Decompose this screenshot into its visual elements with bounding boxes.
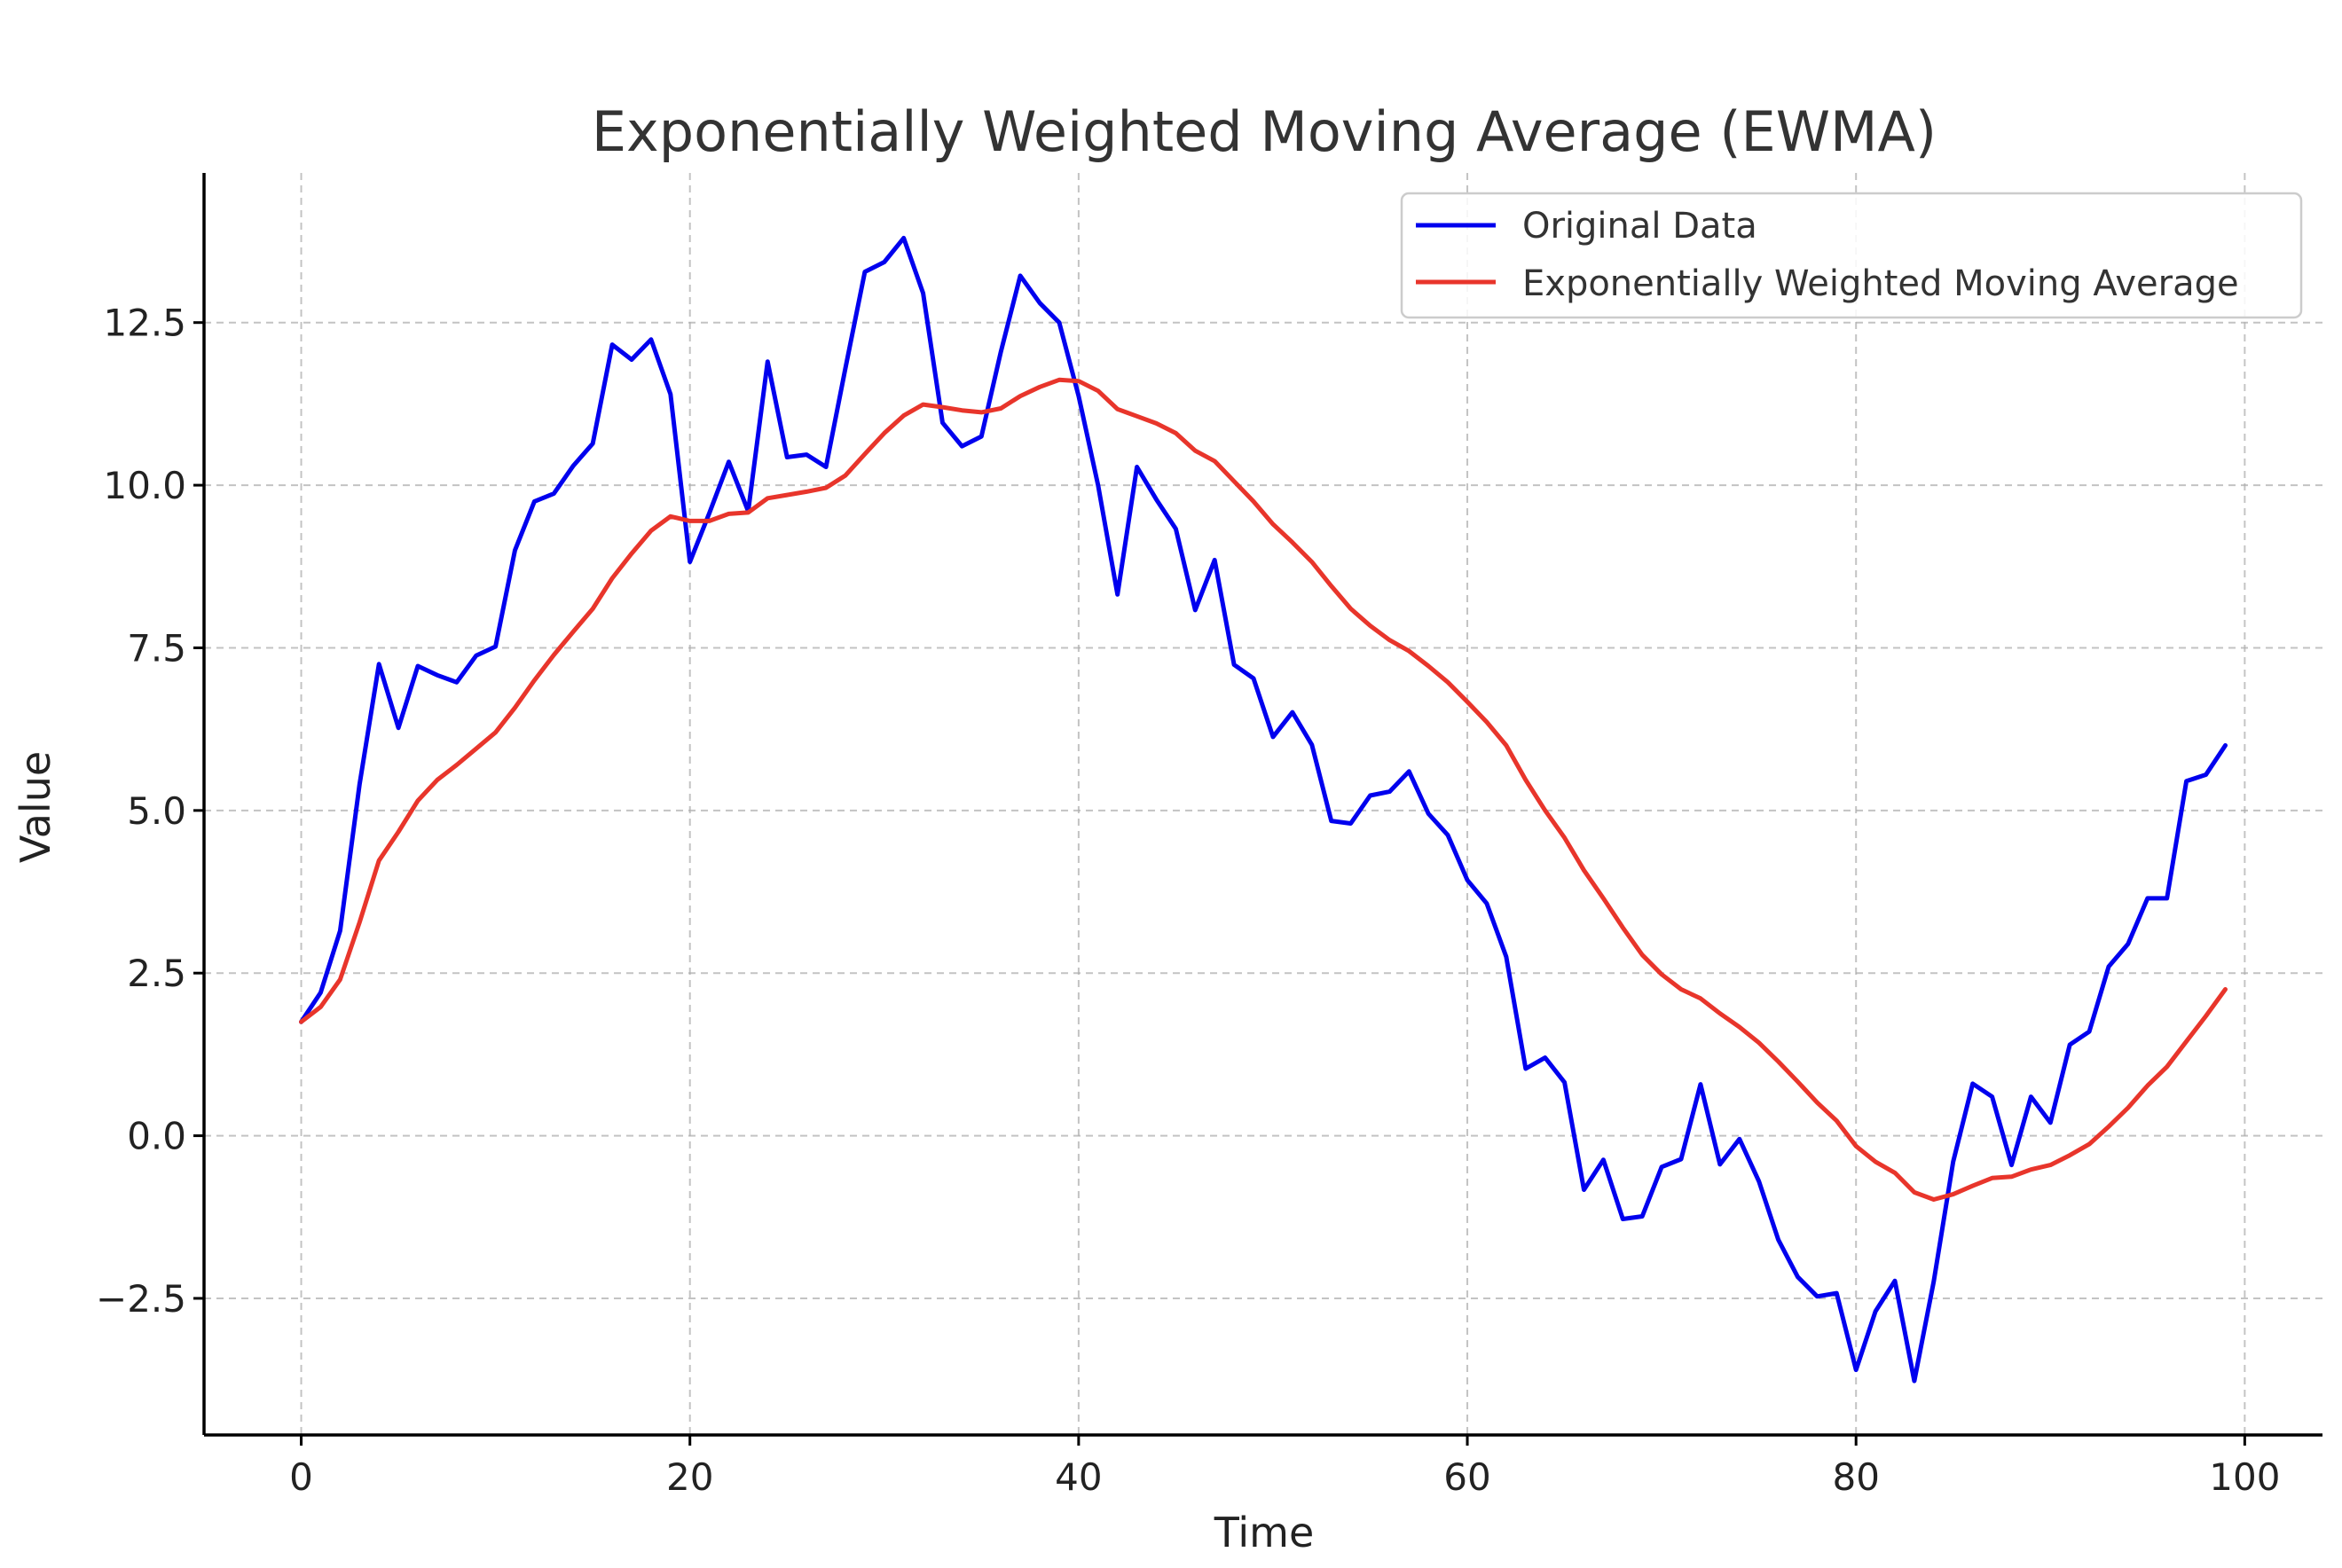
y-tick-label: 12.5 xyxy=(103,302,186,345)
grid-lines xyxy=(204,173,2322,1435)
y-tick-label: 2.5 xyxy=(127,952,186,995)
series-line-original-data xyxy=(299,235,2228,1384)
x-tick-label: 20 xyxy=(666,1455,713,1499)
y-tick-label: −2.5 xyxy=(96,1277,186,1321)
legend-label-original-data: Original Data xyxy=(1522,206,1757,247)
series-line-ewma xyxy=(299,377,2228,1202)
x-tick-label: 60 xyxy=(1443,1455,1490,1499)
legend: Original Data Exponentially Weighted Mov… xyxy=(1400,192,2303,319)
y-tick-label: 7.5 xyxy=(127,626,186,670)
legend-box xyxy=(1400,192,2303,319)
x-tick-label: 80 xyxy=(1832,1455,1879,1499)
x-tick-label: 100 xyxy=(2209,1455,2280,1499)
y-tick-label: 0.0 xyxy=(127,1115,186,1158)
x-tick-label: 0 xyxy=(289,1455,313,1499)
axes-spines xyxy=(202,173,2322,1437)
chart-title: Exponentially Weighted Moving Average (E… xyxy=(592,99,1937,164)
axis-ticks: 0 20 40 60 80 100 −2.5 0.0 2.5 5.0 7.5 10.0 12.5 xyxy=(96,302,2280,1499)
x-axis-label: Time xyxy=(1214,1509,1315,1556)
legend-label-ewma: Exponentially Weighted Moving Average xyxy=(1522,263,2239,304)
y-tick-label: 10.0 xyxy=(103,464,186,507)
x-tick-label: 40 xyxy=(1055,1455,1102,1499)
y-tick-label: 5.0 xyxy=(127,789,186,833)
series-lines xyxy=(299,235,2228,1384)
y-axis-label: Value xyxy=(12,751,59,863)
